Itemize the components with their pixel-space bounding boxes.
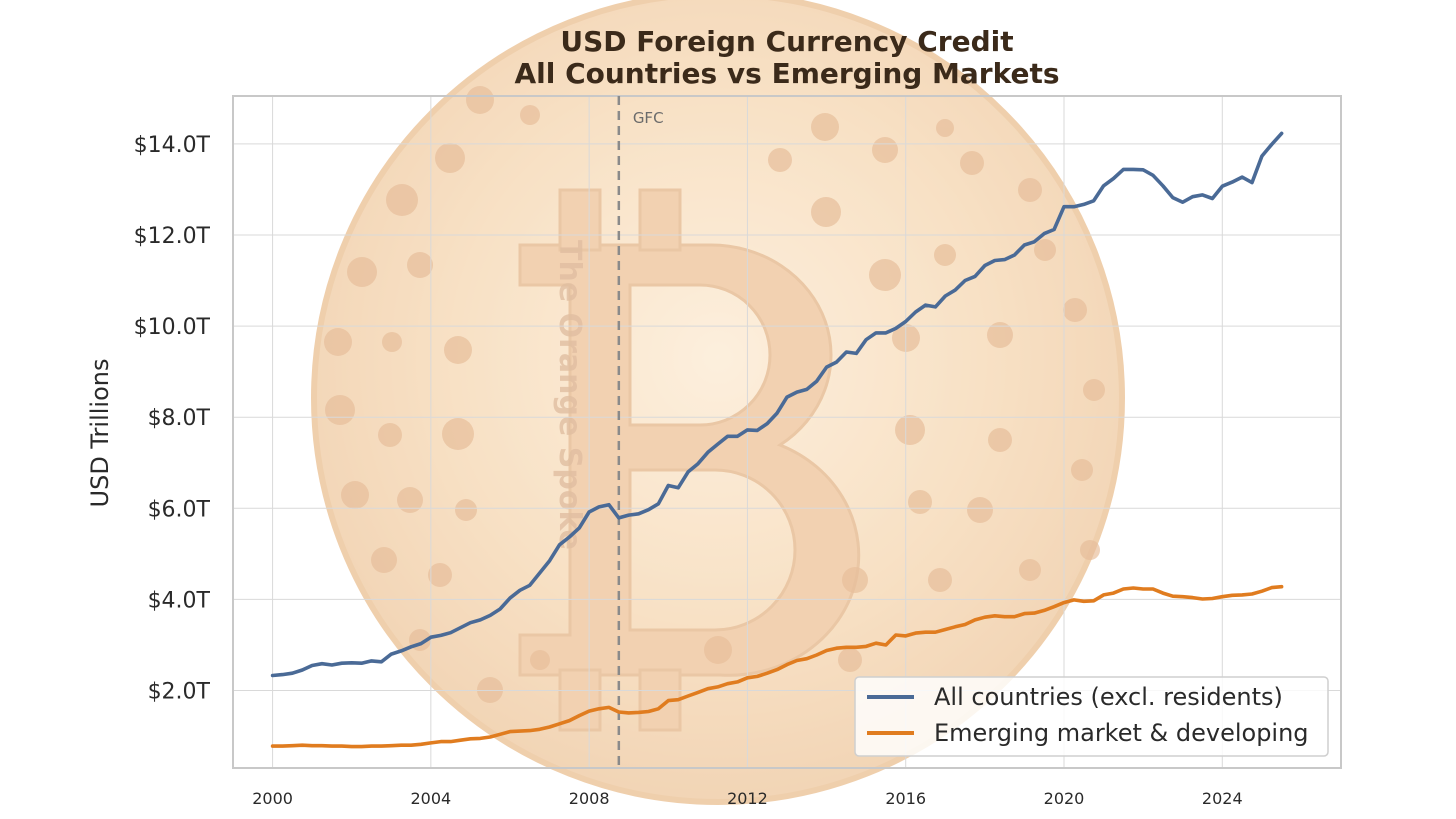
chart-subtitle: All Countries vs Emerging Markets [514, 57, 1059, 90]
watermark-text: The Orange Spoke [552, 240, 587, 550]
x-tick-label: 2024 [1202, 789, 1243, 808]
y-tick-label: $14.0T [134, 133, 211, 158]
gfc-label: GFC [633, 109, 664, 127]
coin-watermark: The Orange Spoke [311, 0, 1125, 805]
chart-title: USD Foreign Currency Credit [560, 25, 1013, 58]
y-tick-label: $2.0T [148, 680, 211, 705]
y-axis-ticks: $2.0T $4.0T $6.0T $8.0T $10.0T $12.0T $14.0T [134, 133, 211, 705]
x-tick-label: 2000 [252, 789, 293, 808]
legend-label-emerging-markets: Emerging market & developing [934, 719, 1309, 747]
y-tick-label: $10.0T [134, 315, 211, 340]
y-tick-label: $6.0T [148, 497, 211, 522]
series-layer [270, 131, 1284, 749]
x-axis-ticks: 2000 2004 2008 2012 2016 2020 2024 [252, 789, 1242, 808]
y-axis-label: USD Trillions [86, 359, 114, 508]
y-tick-label: $12.0T [134, 224, 211, 249]
x-tick-label: 2008 [569, 789, 610, 808]
plot-area-frame [232, 95, 1342, 769]
y-tick-label: $4.0T [148, 588, 211, 613]
x-tick-label: 2012 [727, 789, 768, 808]
bitcoin-logo-icon [518, 188, 861, 732]
y-tick-label: $8.0T [148, 406, 211, 431]
legend-box [854, 676, 1329, 757]
x-tick-label: 2004 [410, 789, 451, 808]
legend: All countries (excl. residents) Emerging… [854, 676, 1329, 757]
legend-label-all-countries: All countries (excl. residents) [934, 683, 1283, 711]
x-tick-label: 2016 [885, 789, 926, 808]
x-tick-label: 2020 [1044, 789, 1085, 808]
